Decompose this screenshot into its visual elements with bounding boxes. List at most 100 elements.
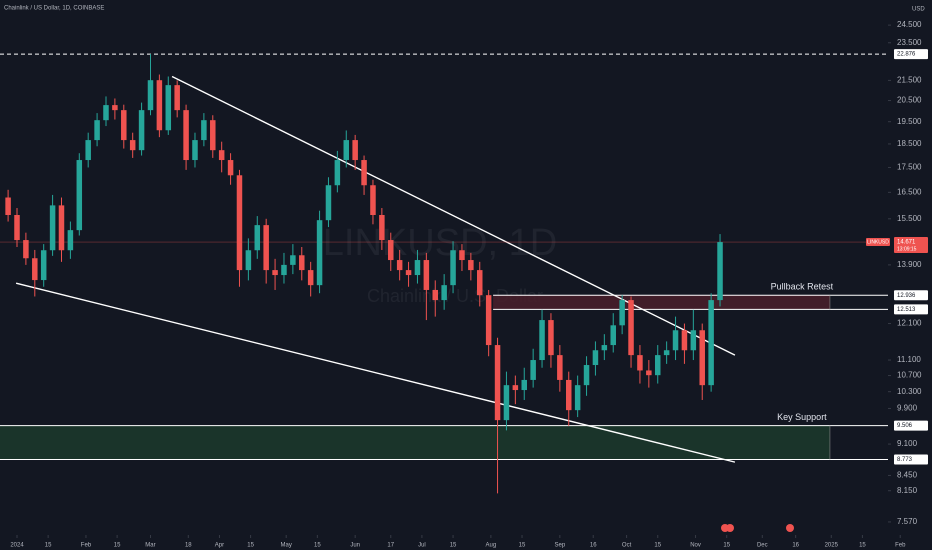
- zone-label: Pullback Retest: [771, 282, 834, 292]
- x-tick-label: 18: [185, 543, 192, 549]
- price-label: 12.513: [897, 307, 916, 313]
- x-tick-label: 16: [792, 543, 799, 549]
- candle-body: [218, 150, 225, 161]
- candle-body: [121, 110, 127, 141]
- candle-body: [423, 260, 430, 290]
- symbol-box: [866, 238, 890, 247]
- candle-body: [521, 379, 527, 391]
- candle-body: [654, 355, 661, 376]
- candle-body: [201, 120, 207, 141]
- candle-body: [58, 205, 65, 251]
- candle-body: [49, 205, 56, 251]
- y-tick-label: 20.500: [897, 96, 922, 105]
- candle-body: [174, 85, 180, 111]
- candle-body: [361, 160, 367, 186]
- candle-body: [5, 197, 11, 215]
- x-tick-label: 15: [247, 543, 254, 549]
- candle-body: [85, 140, 91, 161]
- plot: Pullback Retest Key Support: [0, 53, 888, 494]
- candle-body: [432, 289, 439, 301]
- candle-body: [94, 120, 100, 141]
- candle-body: [565, 379, 572, 411]
- candle-body: [290, 255, 296, 265]
- candle-body: [138, 110, 145, 151]
- candle-body: [281, 264, 287, 276]
- y-tick-label: 23.500: [897, 38, 922, 47]
- y-tick-label: 19.500: [897, 117, 922, 126]
- candle-body: [299, 255, 305, 271]
- candle-body: [76, 160, 83, 231]
- event-icons: [721, 524, 794, 532]
- candle-body: [67, 230, 74, 251]
- y-tick-label: 16.500: [897, 187, 922, 196]
- candle-body: [254, 225, 261, 251]
- candle-body: [396, 260, 403, 271]
- x-tick-label: 15: [114, 543, 121, 549]
- price-label: 14.671: [897, 240, 916, 246]
- y-tick-label: 9.100: [897, 439, 918, 448]
- candle-body: [272, 270, 278, 276]
- candle-body: [619, 300, 625, 326]
- candle-body: [708, 300, 714, 386]
- x-tick-label: 15: [723, 543, 730, 549]
- price-label-box: [894, 304, 928, 315]
- candle-body: [610, 325, 616, 346]
- candle-body: [592, 350, 599, 366]
- x-tick-label: Aug: [486, 543, 497, 549]
- candle-body: [32, 258, 38, 281]
- price-label-box: [894, 237, 928, 254]
- event-icon[interactable]: [786, 524, 794, 532]
- candle-body: [227, 160, 234, 176]
- candle-body: [690, 330, 697, 351]
- x-tick-label: Mar: [145, 543, 155, 549]
- candle-body: [40, 250, 47, 281]
- candle-body: [183, 110, 189, 161]
- x-tick-label: Apr: [215, 543, 224, 549]
- candle-body: [414, 260, 421, 276]
- candle-body: [637, 355, 643, 371]
- y-tick-label: 9.900: [897, 404, 918, 413]
- candle-body: [539, 320, 545, 361]
- candle-body: [681, 330, 688, 351]
- x-tick-label: Jun: [350, 543, 360, 549]
- candle-body: [147, 80, 154, 111]
- candle-body: [263, 225, 269, 271]
- x-tick-label: 15: [859, 543, 866, 549]
- x-tick-label: Sep: [555, 543, 566, 549]
- candle-body: [112, 105, 118, 111]
- candle-body: [699, 330, 705, 386]
- candle-body: [628, 300, 634, 356]
- candle-body: [334, 160, 341, 186]
- x-tick-label: Dec: [757, 543, 768, 549]
- candle-body: [129, 140, 136, 151]
- x-tick-label: 15: [314, 543, 321, 549]
- candle-body: [388, 240, 394, 261]
- y-tick-label: 10.700: [897, 371, 922, 380]
- candle-body: [494, 345, 501, 421]
- price-label-box: [894, 49, 928, 60]
- y-tick-label: 21.500: [897, 75, 922, 84]
- candle-body: [210, 120, 216, 151]
- candle-body: [316, 220, 323, 286]
- header-title: Chainlink / US Dollar, 1D, COINBASE: [4, 6, 104, 12]
- x-tick-label: Oct: [622, 543, 632, 549]
- candle-body: [450, 250, 456, 286]
- x-tick-label: Jul: [418, 543, 426, 549]
- candle-body: [405, 270, 412, 276]
- trendline: [171, 75, 736, 356]
- x-tick-label: 17: [387, 543, 394, 549]
- candle-body: [601, 345, 608, 351]
- price-label: 22.876: [897, 52, 916, 58]
- event-icon[interactable]: [726, 524, 734, 532]
- symbol-label: LINKUSD: [867, 239, 889, 245]
- y-tick-label: 18.500: [897, 139, 922, 148]
- candle-body: [192, 140, 198, 161]
- price-label: 9.506: [897, 423, 913, 429]
- candle-body: [646, 370, 652, 376]
- x-tick-label: May: [281, 543, 292, 549]
- price-label-box: [894, 454, 928, 465]
- zone: [493, 295, 830, 310]
- candle-body: [485, 295, 492, 346]
